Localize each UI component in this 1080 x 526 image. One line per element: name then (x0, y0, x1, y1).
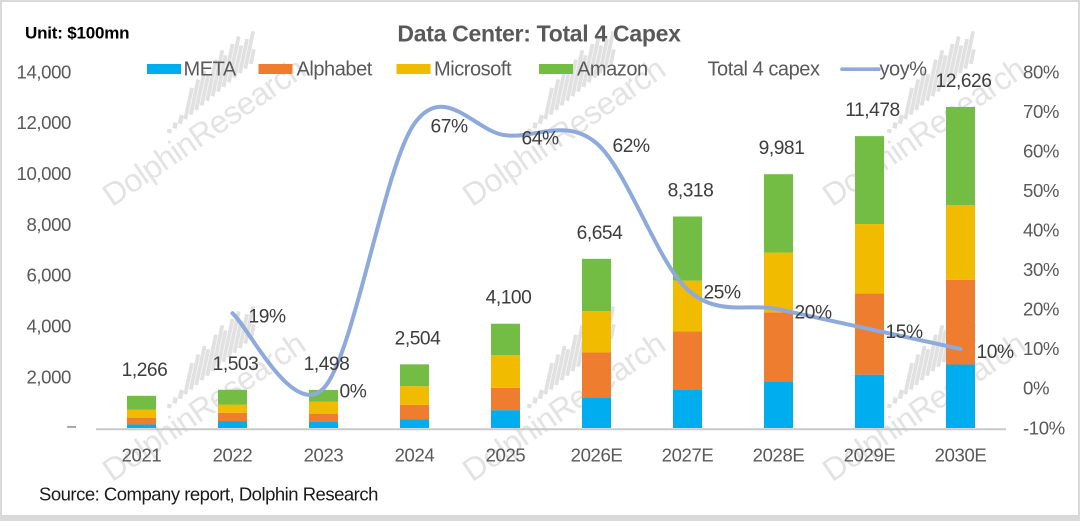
svg-text:2025: 2025 (486, 445, 526, 466)
svg-text:2028E: 2028E (753, 445, 805, 466)
svg-text:Source: Company report, Dolphi: Source: Company report, Dolphin Research (39, 484, 378, 505)
svg-text:8,318: 8,318 (668, 181, 714, 202)
svg-text:2023: 2023 (304, 445, 344, 466)
svg-text:2026E: 2026E (571, 445, 623, 466)
svg-text:1,503: 1,503 (213, 354, 259, 375)
svg-text:Data Center: Total 4 Capex: Data Center: Total 4 Capex (397, 21, 681, 47)
svg-text:6,654: 6,654 (577, 223, 624, 244)
svg-text:Total 4 capex: Total 4 capex (708, 59, 820, 81)
svg-text:4,100: 4,100 (486, 288, 532, 309)
svg-text:2022: 2022 (213, 445, 253, 466)
svg-text:6,000: 6,000 (26, 265, 71, 286)
svg-text:META: META (184, 59, 237, 81)
svg-text:-10%: -10% (1023, 417, 1065, 438)
svg-text:2024: 2024 (395, 445, 435, 466)
svg-text:12,626: 12,626 (936, 71, 992, 92)
svg-text:80%: 80% (1023, 61, 1059, 82)
svg-text:60%: 60% (1023, 140, 1059, 161)
svg-text:19%: 19% (249, 306, 286, 327)
svg-text:2,000: 2,000 (26, 366, 71, 387)
svg-text:2,504: 2,504 (395, 328, 442, 349)
svg-text:20%: 20% (795, 302, 832, 323)
svg-text:62%: 62% (613, 136, 650, 157)
svg-text:64%: 64% (522, 128, 559, 149)
svg-text:40%: 40% (1023, 220, 1059, 241)
svg-text:yoy%: yoy% (880, 59, 928, 81)
svg-text:11,478: 11,478 (845, 100, 900, 121)
svg-text:8,000: 8,000 (26, 214, 71, 235)
svg-text:0%: 0% (1023, 378, 1049, 399)
svg-text:25%: 25% (704, 283, 741, 304)
svg-text:50%: 50% (1023, 180, 1059, 201)
svg-text:20%: 20% (1023, 299, 1059, 320)
svg-text:Alphabet: Alphabet (297, 59, 373, 81)
svg-text:30%: 30% (1023, 259, 1059, 280)
svg-text:10%: 10% (977, 342, 1014, 363)
svg-text:10%: 10% (1023, 338, 1059, 359)
svg-text:0%: 0% (340, 381, 367, 402)
svg-text:1,498: 1,498 (304, 354, 350, 375)
svg-text:2030E: 2030E (935, 445, 987, 466)
svg-text:12,000: 12,000 (17, 112, 72, 133)
svg-text:–: – (67, 418, 76, 435)
svg-text:2029E: 2029E (844, 445, 896, 466)
svg-text:14,000: 14,000 (17, 61, 72, 82)
svg-text:15%: 15% (886, 322, 923, 343)
svg-text:4,000: 4,000 (26, 316, 71, 337)
svg-text:2027E: 2027E (662, 445, 714, 466)
svg-text:Unit: $100mn: Unit: $100mn (25, 24, 129, 43)
svg-text:70%: 70% (1023, 101, 1059, 122)
svg-text:67%: 67% (431, 116, 468, 137)
svg-text:2021: 2021 (122, 445, 162, 466)
svg-text:9,981: 9,981 (759, 138, 805, 159)
svg-text:1,266: 1,266 (122, 360, 168, 381)
svg-text:10,000: 10,000 (17, 163, 72, 184)
svg-text:Microsoft: Microsoft (434, 59, 512, 81)
svg-text:Amazon: Amazon (577, 59, 648, 81)
